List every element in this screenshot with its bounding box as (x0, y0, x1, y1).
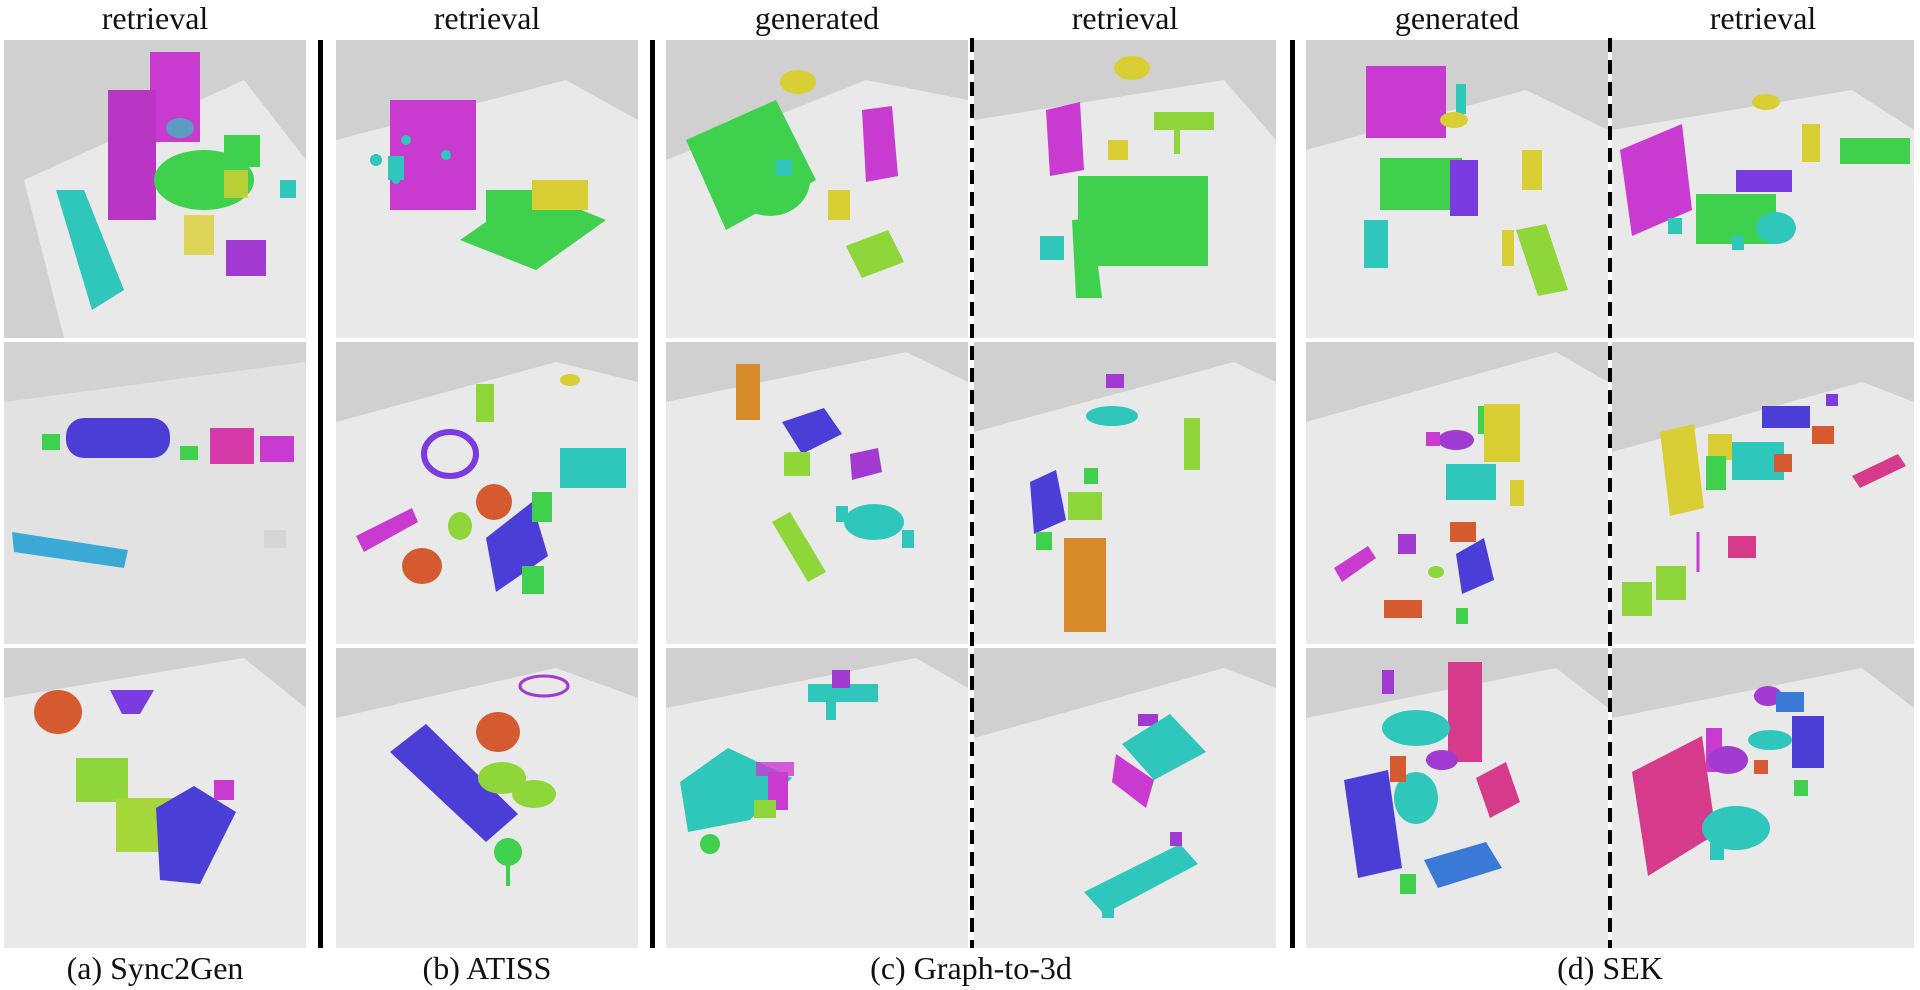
scene-sek-retrieval-row2 (1612, 342, 1914, 644)
scene-render (336, 342, 638, 644)
scene-sek-generated-row1 (1306, 40, 1608, 338)
scene-render (4, 40, 306, 338)
divider-dashed-1 (970, 38, 974, 948)
scene-render (666, 342, 968, 644)
scene-render (1306, 648, 1608, 948)
scene-render (1612, 342, 1914, 644)
caption-sek: (d) SEK (1557, 950, 1663, 986)
scene-render (336, 648, 638, 948)
scene-render (666, 40, 968, 338)
scene-render (4, 342, 306, 644)
scene-render (666, 648, 968, 948)
column-title-sek-retrieval: retrieval (1709, 0, 1817, 36)
scene-sync2gen-row2 (4, 342, 306, 644)
scene-atiss-row1 (336, 40, 638, 338)
scene-sek-retrieval-row3 (1612, 648, 1914, 948)
divider-solid-3 (1290, 40, 1295, 948)
scene-render (1306, 342, 1608, 644)
scene-render (1306, 40, 1608, 338)
scene-render (1612, 648, 1914, 948)
scene-graph-retrieval-row2 (974, 342, 1276, 644)
scene-render (336, 40, 638, 338)
column-title-sek-generated: generated (1394, 0, 1520, 36)
scene-graph-generated-row2 (666, 342, 968, 644)
scene-render (974, 648, 1276, 948)
column-title-sync2gen: retrieval (101, 0, 209, 36)
scene-graph-generated-row3 (666, 648, 968, 948)
scene-graph-generated-row1 (666, 40, 968, 338)
divider-solid-2 (650, 40, 655, 948)
divider-dashed-2 (1608, 38, 1612, 948)
scene-render (4, 648, 306, 948)
scene-sek-generated-row3 (1306, 648, 1608, 948)
divider-solid-1 (318, 40, 323, 948)
scene-graph-retrieval-row1 (974, 40, 1276, 338)
column-title-graph-generated: generated (754, 0, 880, 36)
caption-graph-to-3d: (c) Graph-to-3d (870, 950, 1072, 986)
scene-sync2gen-row1 (4, 40, 306, 338)
scene-atiss-row2 (336, 342, 638, 644)
caption-atiss: (b) ATISS (422, 950, 552, 986)
column-title-graph-retrieval: retrieval (1071, 0, 1179, 36)
caption-sync2gen: (a) Sync2Gen (66, 950, 244, 986)
column-title-atiss: retrieval (433, 0, 541, 36)
scene-render (974, 40, 1276, 338)
scene-sync2gen-row3 (4, 648, 306, 948)
scene-sek-generated-row2 (1306, 342, 1608, 644)
scene-render (1612, 40, 1914, 338)
scene-atiss-row3 (336, 648, 638, 948)
scene-render (974, 342, 1276, 644)
scene-graph-retrieval-row3 (974, 648, 1276, 948)
scene-sek-retrieval-row1 (1612, 40, 1914, 338)
